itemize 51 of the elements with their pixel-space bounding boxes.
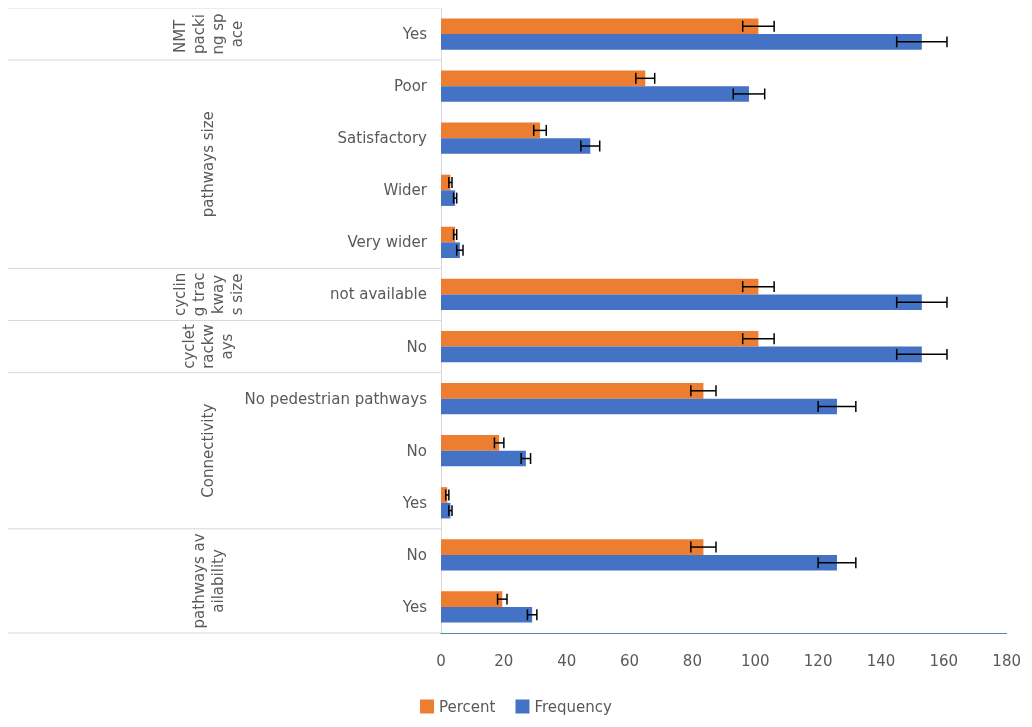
- bar: [441, 242, 460, 258]
- bar: [441, 122, 540, 139]
- y-tick-label: No: [406, 441, 427, 460]
- y-tick-label: No: [406, 545, 427, 564]
- x-tick-label: 40: [557, 651, 577, 670]
- text: Connectivity: [199, 403, 217, 498]
- legend-label: Frequency: [534, 697, 613, 716]
- y-tick-label: Poor: [393, 77, 428, 96]
- bar: [441, 294, 922, 311]
- x-tick-label: 140: [866, 651, 896, 670]
- bar: [441, 591, 503, 607]
- bar: [441, 278, 759, 295]
- bar: [441, 554, 837, 571]
- x-tick-label: 60: [620, 651, 640, 670]
- bar: [441, 398, 837, 415]
- bar: [441, 539, 704, 555]
- legend-label: Percent: [439, 697, 496, 716]
- bar: [441, 190, 456, 206]
- x-tick-label: 20: [494, 651, 514, 670]
- bar: [441, 383, 704, 399]
- x-tick-label: 120: [803, 651, 833, 670]
- x-tick-label: 0: [436, 651, 446, 670]
- x-tick-label: 180: [992, 651, 1022, 670]
- bar: [441, 346, 922, 363]
- bar: [441, 450, 526, 467]
- bar: [441, 226, 456, 243]
- y-tick-label: Wider: [383, 181, 428, 200]
- y-tick-label: Yes: [401, 25, 428, 44]
- y-tick-label: Very wider: [347, 233, 428, 252]
- x-tick-label: 100: [740, 651, 770, 670]
- bar: [441, 435, 500, 451]
- y-tick-label: Yes: [401, 597, 428, 616]
- bar: [441, 70, 646, 87]
- text: pathways size: [199, 111, 217, 218]
- x-tick-label: 80: [682, 651, 702, 670]
- y-tick-label: Yes: [401, 493, 428, 512]
- bar: [441, 18, 759, 35]
- y-tick-label: No pedestrian pathways: [244, 389, 428, 408]
- bar: [441, 34, 922, 50]
- bar: [441, 138, 591, 154]
- x-tick-label: 160: [929, 651, 959, 670]
- bar: [441, 330, 759, 347]
- text: pathways availability: [189, 533, 227, 629]
- y-tick-label: not available: [329, 285, 427, 304]
- y-tick-label: No: [406, 337, 427, 356]
- y-tick-label: Satisfactory: [337, 129, 428, 148]
- bar: [441, 86, 749, 102]
- text: cycling trackways size: [170, 272, 246, 317]
- text: NMT packing space: [170, 13, 246, 55]
- bar: [441, 606, 533, 623]
- text: cycletrackways: [180, 324, 236, 369]
